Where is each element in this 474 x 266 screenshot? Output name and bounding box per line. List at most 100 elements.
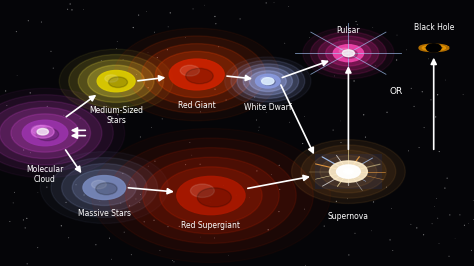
Point <box>335 38 343 42</box>
Point <box>301 264 309 266</box>
Point <box>222 98 230 102</box>
Point <box>232 193 240 197</box>
Point <box>6 219 14 224</box>
Point <box>408 86 415 90</box>
Point <box>13 73 21 77</box>
Circle shape <box>180 65 200 76</box>
Point <box>420 233 428 237</box>
Point <box>76 116 84 120</box>
Circle shape <box>142 44 252 105</box>
Text: Pulsar: Pulsar <box>337 26 360 35</box>
Point <box>446 213 454 217</box>
Circle shape <box>62 164 147 211</box>
Point <box>137 135 144 139</box>
Point <box>182 163 190 167</box>
Point <box>343 160 351 165</box>
Point <box>105 74 112 78</box>
Circle shape <box>342 50 355 57</box>
Point <box>199 201 206 206</box>
Point <box>27 151 35 155</box>
Circle shape <box>126 148 296 243</box>
Text: White Dwarf: White Dwarf <box>244 103 292 112</box>
Point <box>202 57 210 61</box>
Point <box>20 148 27 152</box>
Point <box>468 248 474 252</box>
Point <box>337 140 345 145</box>
Point <box>383 110 391 114</box>
Circle shape <box>310 32 386 74</box>
Point <box>320 224 328 228</box>
Point <box>140 220 148 224</box>
Circle shape <box>72 170 137 205</box>
Point <box>459 93 467 97</box>
Point <box>62 200 70 205</box>
Point <box>110 87 118 91</box>
Point <box>188 153 196 157</box>
Point <box>306 35 313 39</box>
Point <box>129 109 137 113</box>
Point <box>68 8 76 12</box>
Point <box>253 169 261 173</box>
Circle shape <box>303 28 394 79</box>
Point <box>436 149 443 154</box>
Point <box>197 110 204 114</box>
Circle shape <box>225 57 311 105</box>
Point <box>255 125 263 129</box>
Circle shape <box>128 36 265 113</box>
Circle shape <box>191 184 214 197</box>
Point <box>434 216 441 220</box>
Text: Medium-Sized
Stars: Medium-Sized Stars <box>89 106 143 125</box>
Circle shape <box>31 125 54 138</box>
Point <box>145 164 152 168</box>
Point <box>133 72 140 77</box>
Point <box>432 115 439 119</box>
Point <box>126 182 133 187</box>
Point <box>47 49 55 53</box>
Point <box>253 118 260 122</box>
Point <box>119 171 127 176</box>
Point <box>367 229 375 233</box>
Point <box>349 50 357 54</box>
Point <box>150 218 158 222</box>
Circle shape <box>109 138 313 253</box>
Circle shape <box>0 95 113 171</box>
Circle shape <box>0 107 91 159</box>
Point <box>215 45 222 49</box>
Point <box>272 105 279 109</box>
Point <box>60 113 68 117</box>
Point <box>393 58 401 62</box>
Point <box>118 189 126 193</box>
Point <box>383 185 390 189</box>
Circle shape <box>249 71 286 92</box>
Text: Red Giant: Red Giant <box>178 101 216 110</box>
Circle shape <box>37 128 48 135</box>
Circle shape <box>237 64 299 98</box>
Circle shape <box>292 140 405 203</box>
Point <box>220 183 228 188</box>
Circle shape <box>11 114 79 152</box>
Point <box>156 248 164 252</box>
Point <box>445 254 453 258</box>
Point <box>114 113 122 117</box>
Point <box>210 236 218 240</box>
Text: Supernova: Supernova <box>328 212 369 221</box>
Circle shape <box>78 60 154 102</box>
Point <box>371 64 379 68</box>
Point <box>286 120 293 124</box>
Point <box>166 11 174 15</box>
Point <box>106 236 113 240</box>
Point <box>175 224 183 228</box>
Point <box>352 19 360 24</box>
Point <box>344 197 351 201</box>
Point <box>113 40 121 44</box>
Circle shape <box>96 183 117 195</box>
Circle shape <box>169 59 224 90</box>
Text: Massive Stars: Massive Stars <box>78 209 131 218</box>
Point <box>196 162 204 166</box>
Point <box>433 197 440 201</box>
Point <box>195 81 203 85</box>
Point <box>137 192 144 197</box>
Point <box>44 141 51 145</box>
Point <box>470 218 474 222</box>
Circle shape <box>69 55 164 108</box>
